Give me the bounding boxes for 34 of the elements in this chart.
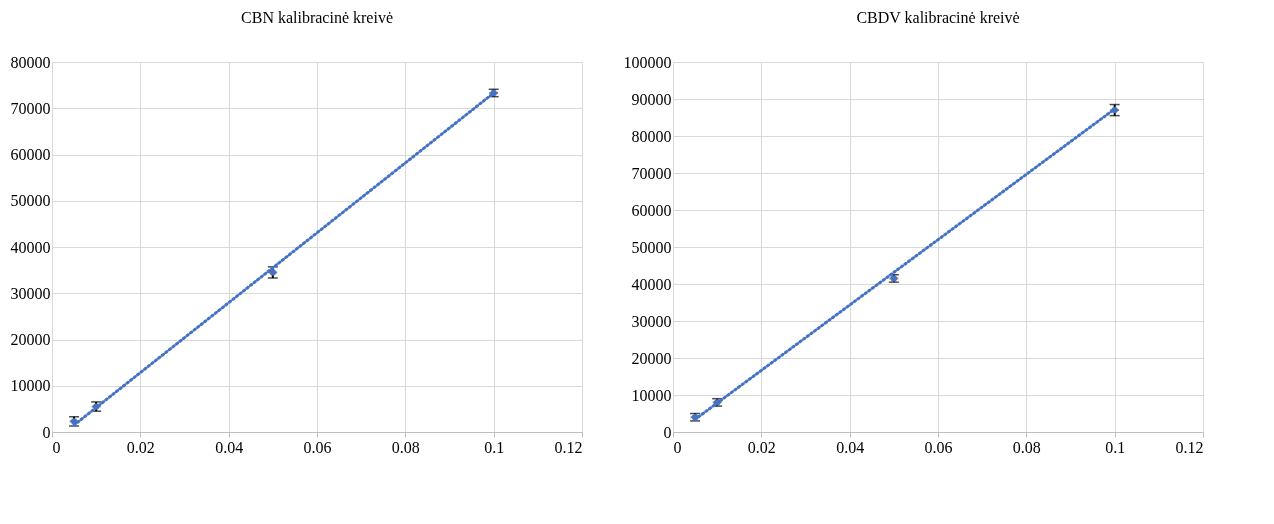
y-tick-label: 70000: [10, 99, 51, 117]
x-tick-label: 0.06: [924, 438, 953, 456]
y-tick-label: 30000: [10, 284, 51, 302]
y-tick-label: 20000: [631, 349, 672, 367]
y-tick-label: 80000: [10, 53, 51, 71]
y-tick-label: 40000: [10, 238, 51, 256]
x-tick-label: 0.12: [554, 438, 583, 456]
y-tick-label: 0: [42, 423, 51, 441]
y-tick-label: 50000: [631, 238, 672, 256]
chart-title: CBDV kalibracinė kreivė: [856, 9, 1020, 26]
x-tick-label: 0.02: [747, 438, 776, 456]
x-tick-label: 0.08: [1012, 438, 1041, 456]
y-tick-label: 20000: [10, 331, 51, 348]
x-tick-label: 0.1: [1105, 438, 1126, 456]
y-tick-label: 10000: [10, 377, 51, 395]
x-tick-label: 0.04: [215, 438, 244, 456]
y-tick-label: 50000: [10, 192, 51, 210]
y-tick-label: 90000: [631, 90, 672, 108]
x-tick-label: 0.12: [1175, 438, 1204, 456]
y-tick-label: 60000: [631, 201, 672, 219]
chart-title: CBN kalibracinė kreivė: [241, 9, 393, 26]
x-tick-label: 0.02: [126, 438, 155, 456]
y-tick-label: 30000: [631, 312, 672, 330]
x-tick-label: 0.06: [303, 438, 332, 456]
y-tick-label: 40000: [631, 275, 672, 293]
y-tick-label: 60000: [10, 146, 51, 163]
y-tick-label: 10000: [631, 386, 672, 404]
x-tick-label: 0.08: [391, 438, 420, 456]
y-tick-label: 100000: [623, 53, 672, 71]
y-tick-label: 0: [663, 423, 672, 441]
x-tick-label: 0.04: [836, 438, 865, 456]
x-tick-label: 0.1: [484, 438, 505, 456]
y-tick-label: 70000: [631, 164, 672, 182]
y-tick-label: 80000: [631, 127, 672, 145]
